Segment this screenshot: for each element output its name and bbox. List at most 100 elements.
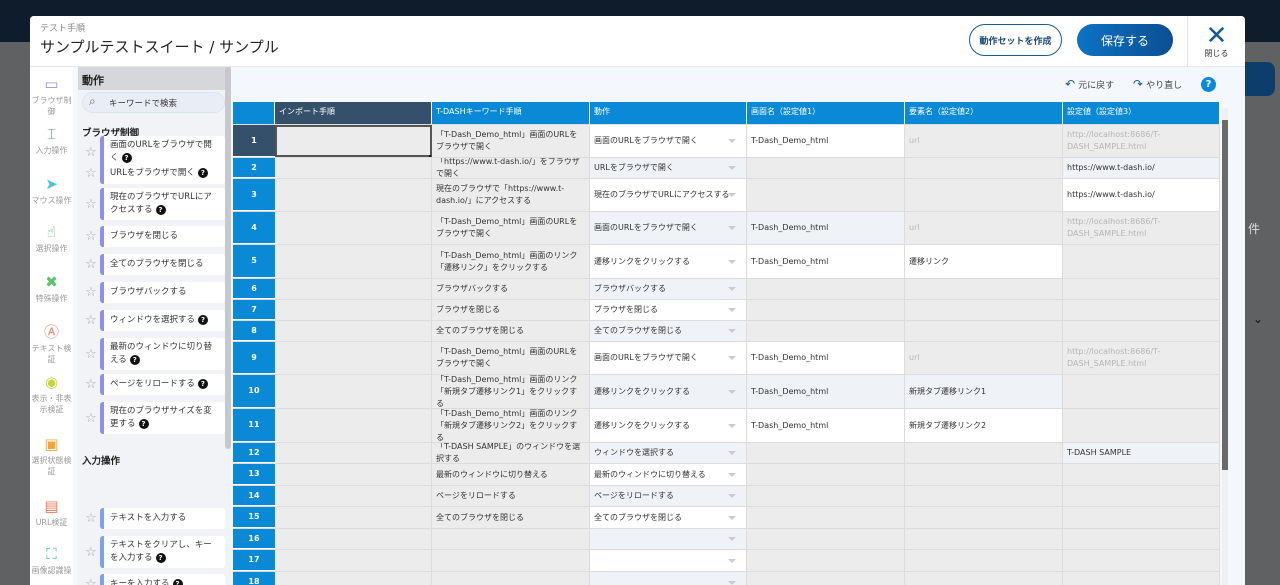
- selection-handle[interactable]: [429, 155, 431, 157]
- action-item[interactable]: ☆ テキストをクリアし、キーを入力する?: [82, 536, 225, 568]
- category-image-recognition[interactable]: ⛶ 画像認識操: [30, 545, 73, 576]
- column-header[interactable]: 設定値（設定値3）: [1063, 102, 1220, 124]
- import-step-cell[interactable]: [275, 550, 432, 571]
- table-row[interactable]: 9 「T-Dash_Demo_html」画面のURLをブラウザで開く 画面のURLを…: [233, 342, 1220, 375]
- help-icon[interactable]: ?: [121, 153, 132, 163]
- action-item[interactable]: ☆ 最新のウィンドウに切り替える?: [82, 338, 225, 370]
- row-number[interactable]: 4: [233, 212, 275, 244]
- import-step-cell[interactable]: [275, 464, 432, 485]
- action-item[interactable]: ☆ テキストを入力する: [82, 508, 225, 529]
- star-icon[interactable]: ☆: [85, 410, 97, 426]
- table-row[interactable]: 2 「https://www.t-dash.io/」をブラウザで開く URLをブラウ…: [233, 158, 1220, 179]
- row-number[interactable]: 13: [233, 464, 275, 485]
- setting-value-cell[interactable]: https://www.t-dash.io/: [1063, 179, 1220, 211]
- column-header[interactable]: 要素名（設定値2）: [905, 102, 1063, 124]
- help-icon[interactable]: ?: [197, 379, 208, 389]
- category-selection-verify[interactable]: ▣ 選択状態検証: [30, 435, 73, 477]
- column-header[interactable]: 動作: [590, 102, 747, 124]
- help-icon[interactable]: ?: [155, 205, 166, 215]
- element-name-cell[interactable]: 新規タブ遷移リンク1: [905, 375, 1063, 408]
- import-step-cell[interactable]: [275, 507, 432, 528]
- import-step-cell[interactable]: [275, 529, 432, 549]
- action-item[interactable]: ☆ ウィンドウを選択する?: [82, 310, 225, 331]
- row-number[interactable]: 2: [233, 158, 275, 178]
- action-select[interactable]: ブラウザを閉じる: [590, 300, 747, 320]
- row-number[interactable]: 1: [233, 125, 275, 157]
- action-item[interactable]: ☆ 現在のブラウザでURLにアクセスする?: [82, 188, 225, 220]
- help-icon[interactable]: ?: [138, 419, 149, 429]
- row-number[interactable]: 18: [233, 572, 275, 585]
- row-number[interactable]: 6: [233, 279, 275, 299]
- category-hand-pointer[interactable]: ☝ 選択操作: [30, 223, 73, 254]
- redo-button[interactable]: ↷ やり直し: [1133, 77, 1182, 91]
- action-item[interactable]: ☆ キーを入力する?: [82, 574, 225, 585]
- action-select[interactable]: ブラウザバックする: [590, 279, 747, 299]
- star-icon[interactable]: ☆: [85, 313, 97, 328]
- help-icon[interactable]: ?: [197, 168, 208, 178]
- dropdown-arrow-icon[interactable]: [728, 287, 736, 291]
- action-select[interactable]: 画面のURLをブラウザで開く: [590, 125, 747, 157]
- table-scrollbar[interactable]: [1222, 108, 1228, 585]
- setting-value-cell[interactable]: T-DASH SAMPLE: [1063, 443, 1220, 463]
- table-scrollbar-thumb[interactable]: [1222, 120, 1228, 470]
- action-panel-scrollbar[interactable]: [225, 67, 231, 449]
- table-row[interactable]: 1 「T-Dash_Demo_html」画面のURLをブラウザで開く 画面のURLを…: [233, 125, 1220, 158]
- row-number[interactable]: 12: [233, 443, 275, 463]
- dropdown-arrow-icon[interactable]: [728, 139, 736, 143]
- action-item[interactable]: ☆ 画面のURLをブラウザで開く?: [82, 136, 225, 168]
- table-row[interactable]: 3 現在のブラウザで「https://www.t-dash.io/」にアクセスする…: [233, 179, 1220, 212]
- import-step-cell[interactable]: [275, 158, 432, 178]
- action-search-input[interactable]: ⌕ キーワードで検索: [82, 92, 225, 113]
- row-number[interactable]: 8: [233, 321, 275, 341]
- category-http[interactable]: ▤ URL検証: [30, 497, 73, 528]
- setting-value-cell[interactable]: https://www.t-dash.io/: [1063, 158, 1220, 178]
- action-select[interactable]: 画面のURLをブラウザで開く: [590, 342, 747, 374]
- dropdown-arrow-icon[interactable]: [728, 494, 736, 498]
- star-icon[interactable]: ☆: [85, 577, 97, 585]
- dropdown-arrow-icon[interactable]: [728, 308, 736, 312]
- star-icon[interactable]: ☆: [85, 257, 97, 272]
- action-item[interactable]: ☆ URLをブラウザで開く?: [82, 163, 225, 184]
- undo-button[interactable]: ↶ 元に戻す: [1065, 77, 1114, 91]
- table-row[interactable]: 18: [233, 572, 1220, 585]
- row-number[interactable]: 11: [233, 409, 275, 442]
- screen-name-cell[interactable]: T-Dash_Demo_html: [747, 125, 905, 157]
- star-icon[interactable]: ☆: [85, 544, 97, 560]
- import-step-cell[interactable]: [275, 572, 432, 585]
- import-step-cell[interactable]: [275, 125, 432, 157]
- action-select[interactable]: [590, 572, 747, 585]
- column-header[interactable]: T-DASHキーワード手順: [432, 102, 590, 124]
- table-row[interactable]: 15 全てのブラウザを閉じる 全てのブラウザを閉じる: [233, 507, 1220, 529]
- dropdown-arrow-icon[interactable]: [728, 472, 736, 477]
- table-row[interactable]: 4 「T-Dash_Demo_html」画面のURLをブラウザで開く 画面のURLを…: [233, 212, 1220, 245]
- action-select[interactable]: 現在のブラウザでURLにアクセスする: [590, 179, 747, 211]
- star-icon[interactable]: ☆: [85, 285, 97, 300]
- action-select[interactable]: [590, 550, 747, 571]
- action-select[interactable]: ウィンドウを選択する: [590, 443, 747, 463]
- help-icon[interactable]: ?: [172, 579, 183, 585]
- table-row[interactable]: 5 「T-Dash_Demo_html」画面のリンク「遷移リンク」をクリックする遷…: [233, 245, 1220, 279]
- action-select[interactable]: ページをリロードする: [590, 486, 747, 506]
- action-item[interactable]: ☆ ブラウザを閉じる: [82, 226, 225, 247]
- action-item[interactable]: ☆ 現在のブラウザサイズを変更する?: [82, 402, 225, 434]
- dropdown-arrow-icon[interactable]: [728, 423, 736, 428]
- row-number[interactable]: 5: [233, 245, 275, 278]
- help-icon[interactable]: ?: [1201, 77, 1216, 92]
- column-header[interactable]: [233, 102, 275, 124]
- action-select[interactable]: 画面のURLをブラウザで開く: [590, 212, 747, 244]
- table-row[interactable]: 11 「T-Dash_Demo_html」画面のリンク「新規タブ遷移リンク2」をク…: [233, 409, 1220, 443]
- action-item[interactable]: ☆ 全てのブラウザを閉じる: [82, 254, 225, 275]
- column-header[interactable]: 画面名（設定値1）: [747, 102, 905, 124]
- star-icon[interactable]: ☆: [85, 229, 97, 244]
- dropdown-arrow-icon[interactable]: [728, 356, 736, 360]
- dropdown-arrow-icon[interactable]: [728, 166, 736, 170]
- category-text-verify[interactable]: Ⓐ テキスト検証: [30, 323, 73, 365]
- row-number[interactable]: 17: [233, 550, 275, 571]
- row-number[interactable]: 3: [233, 179, 275, 211]
- category-tools[interactable]: ✖ 特殊操作: [30, 273, 73, 304]
- import-step-cell[interactable]: [275, 443, 432, 463]
- table-row[interactable]: 6 ブラウザバックする ブラウザバックする: [233, 279, 1220, 300]
- star-icon[interactable]: ☆: [85, 166, 97, 181]
- element-name-cell[interactable]: 新規タブ遷移リンク2: [905, 409, 1063, 442]
- import-step-cell[interactable]: [275, 212, 432, 244]
